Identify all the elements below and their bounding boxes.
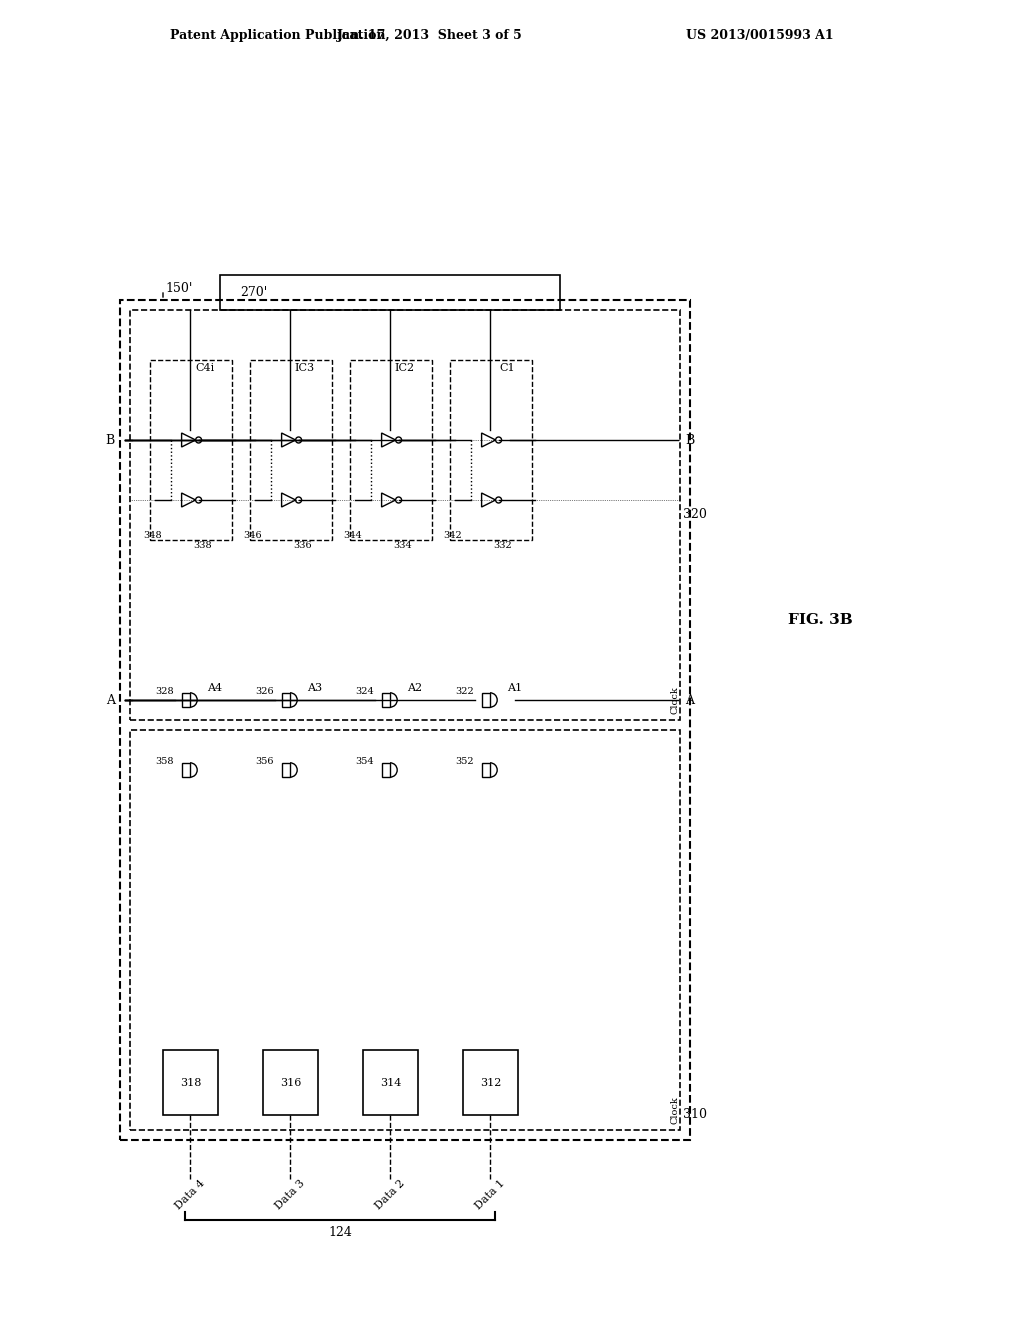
Text: 354: 354 [355, 758, 375, 767]
Text: Clock: Clock [671, 1096, 680, 1123]
Text: 344: 344 [344, 531, 362, 540]
Text: Clock: Clock [671, 686, 680, 714]
Text: 320: 320 [683, 508, 707, 521]
Text: A2: A2 [408, 682, 423, 693]
Text: 334: 334 [393, 540, 413, 549]
Text: 270': 270' [240, 286, 267, 300]
Text: Data 1: Data 1 [473, 1179, 507, 1212]
Text: 358: 358 [156, 758, 174, 767]
Text: Patent Application Publication: Patent Application Publication [170, 29, 385, 41]
Text: Data 4: Data 4 [173, 1179, 207, 1212]
Text: 348: 348 [143, 531, 163, 540]
Text: FIG. 3B: FIG. 3B [787, 612, 852, 627]
Text: C4i: C4i [196, 363, 215, 374]
Text: 310: 310 [683, 1109, 707, 1122]
Text: 336: 336 [294, 540, 312, 549]
Text: IC2: IC2 [395, 363, 415, 374]
Text: B: B [105, 433, 115, 446]
Text: US 2013/0015993 A1: US 2013/0015993 A1 [686, 29, 834, 41]
Text: 346: 346 [244, 531, 262, 540]
Text: 312: 312 [480, 1077, 501, 1088]
Text: 124: 124 [328, 1225, 352, 1238]
Text: 338: 338 [194, 540, 212, 549]
Text: A4: A4 [208, 682, 222, 693]
Text: IC3: IC3 [295, 363, 315, 374]
Text: 326: 326 [256, 688, 274, 697]
Text: Data 3: Data 3 [273, 1179, 307, 1212]
Text: 332: 332 [494, 540, 512, 549]
Text: A3: A3 [307, 682, 323, 693]
Text: 318: 318 [180, 1077, 201, 1088]
Text: A: A [685, 693, 694, 706]
Text: 356: 356 [256, 758, 274, 767]
Text: 328: 328 [156, 688, 174, 697]
Text: 322: 322 [456, 688, 474, 697]
Text: 342: 342 [443, 531, 463, 540]
Text: B: B [685, 433, 694, 446]
Text: A: A [106, 693, 115, 706]
Text: C1: C1 [500, 363, 515, 374]
Text: 150': 150' [165, 281, 193, 294]
Text: 316: 316 [280, 1077, 301, 1088]
Text: Data 2: Data 2 [374, 1179, 407, 1212]
Text: 352: 352 [456, 758, 474, 767]
Text: A1: A1 [508, 682, 522, 693]
Text: 324: 324 [355, 688, 375, 697]
Text: 314: 314 [380, 1077, 401, 1088]
Text: Jan. 17, 2013  Sheet 3 of 5: Jan. 17, 2013 Sheet 3 of 5 [337, 29, 523, 41]
